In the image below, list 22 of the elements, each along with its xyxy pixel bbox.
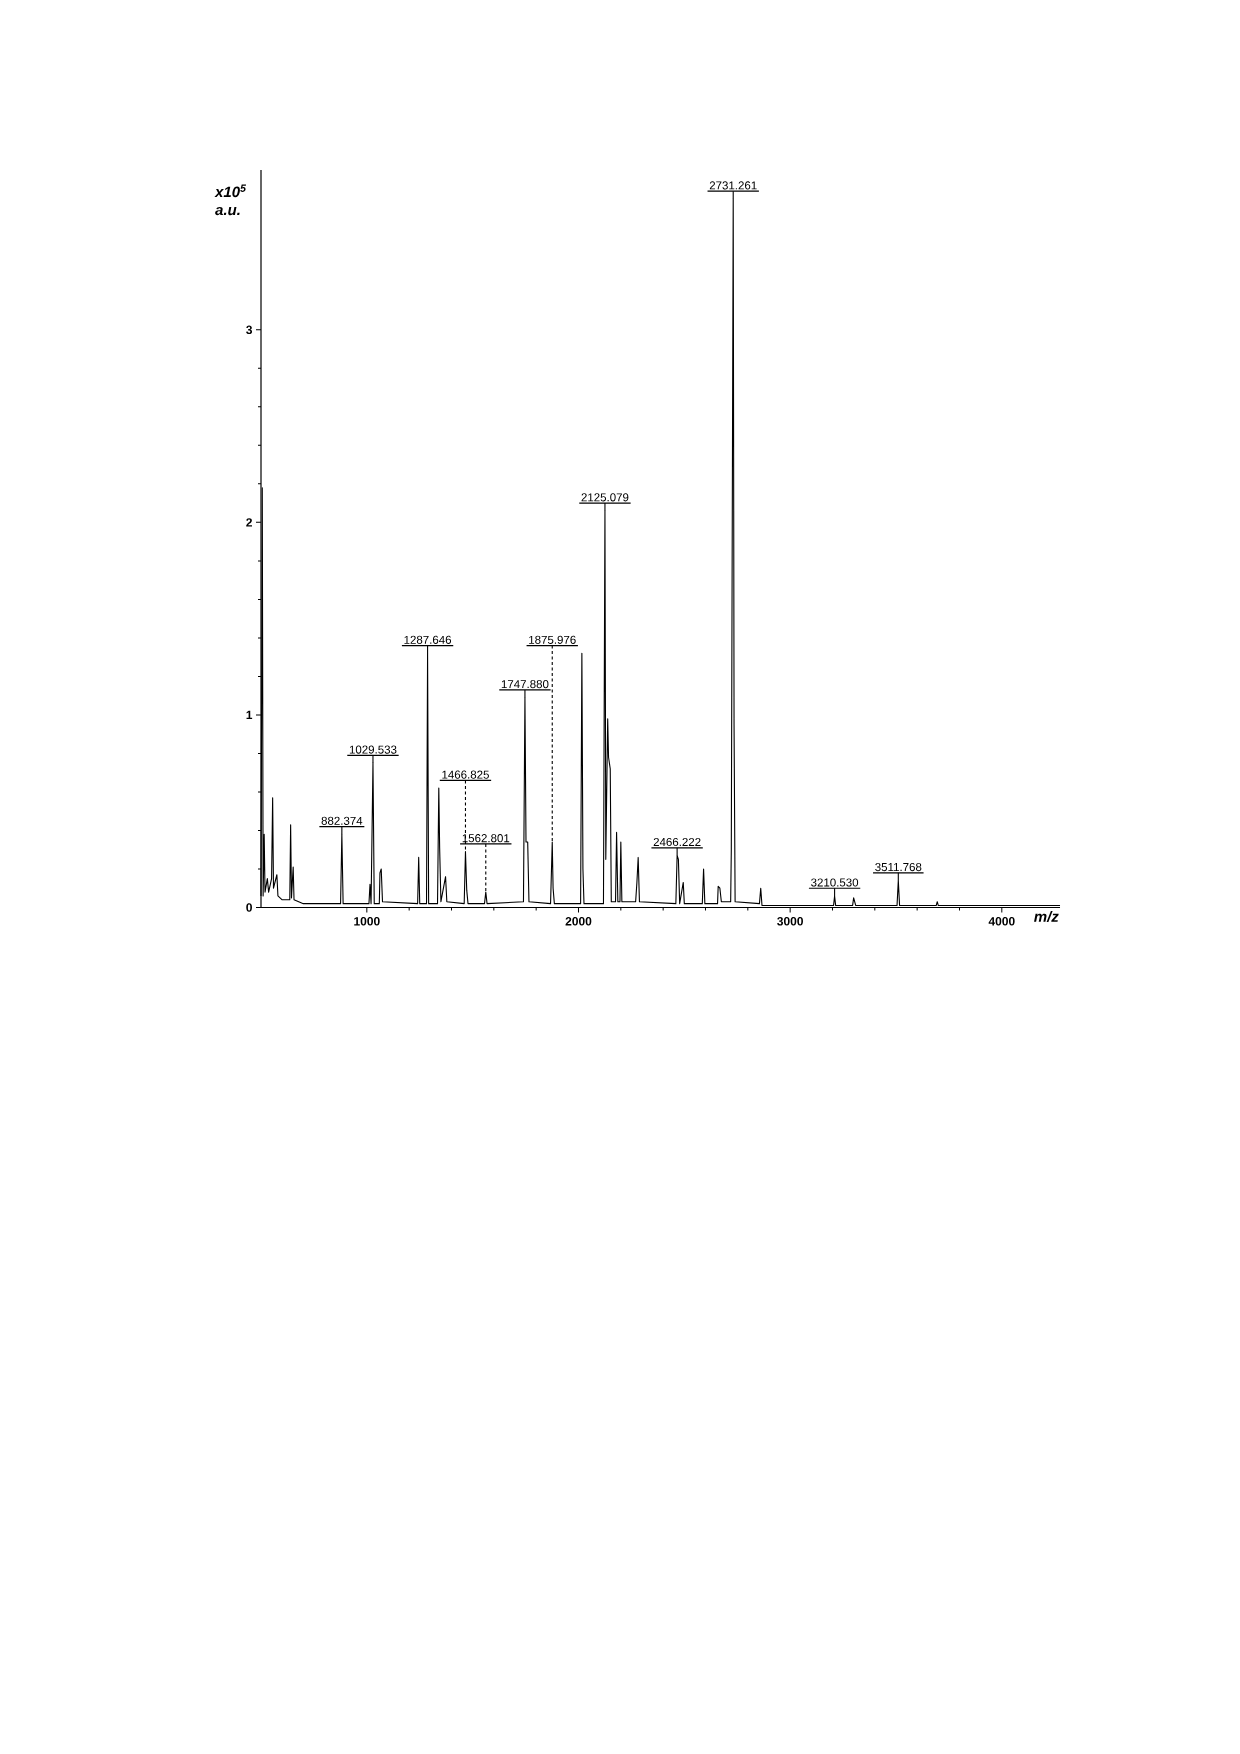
annotation: 1029.533 xyxy=(349,745,397,754)
y-tick-label: 2 xyxy=(246,518,252,527)
annotation: 882.374 xyxy=(321,816,363,825)
x-axis-title: m/z xyxy=(1034,910,1059,923)
annotation: 1287.646 xyxy=(404,635,452,644)
annotation: 1875.976 xyxy=(529,635,576,644)
annotation: 2466.222 xyxy=(653,837,701,847)
annotation: 1747.880 xyxy=(501,680,549,689)
y-tick-label: 0 xyxy=(246,903,252,912)
x-tick-label: 2000 xyxy=(565,917,592,926)
annotation: 2731.261 xyxy=(709,181,757,190)
annotation: 1466.825 xyxy=(442,770,489,779)
x-tick-label: 3000 xyxy=(777,917,803,926)
annotation: 1562.801 xyxy=(462,834,510,843)
annotation: 3511.768 xyxy=(875,862,922,872)
text: x10$^{5}$ a.u. xyxy=(214,184,247,216)
x-tick-label: 1000 xyxy=(354,917,380,926)
annotation: 3210.530 xyxy=(811,878,859,887)
y-tick-label: 1 xyxy=(246,710,253,720)
annotation: 2125.079 xyxy=(581,493,629,502)
x-tick-label: 4000 xyxy=(988,917,1015,926)
y-tick-label: 3 xyxy=(246,325,253,335)
